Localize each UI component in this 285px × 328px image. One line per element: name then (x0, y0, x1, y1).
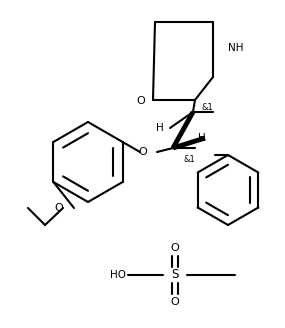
Text: HO: HO (110, 270, 126, 280)
Text: O: O (171, 297, 179, 307)
Text: S: S (171, 269, 179, 281)
Text: H: H (198, 133, 206, 143)
Text: NH: NH (228, 43, 243, 53)
Text: O: O (171, 243, 179, 253)
Text: &1: &1 (183, 155, 195, 164)
Text: &1: &1 (202, 103, 214, 112)
Text: O: O (138, 147, 147, 157)
Text: O: O (136, 96, 145, 106)
Text: H: H (156, 123, 164, 133)
Text: O: O (54, 203, 63, 213)
